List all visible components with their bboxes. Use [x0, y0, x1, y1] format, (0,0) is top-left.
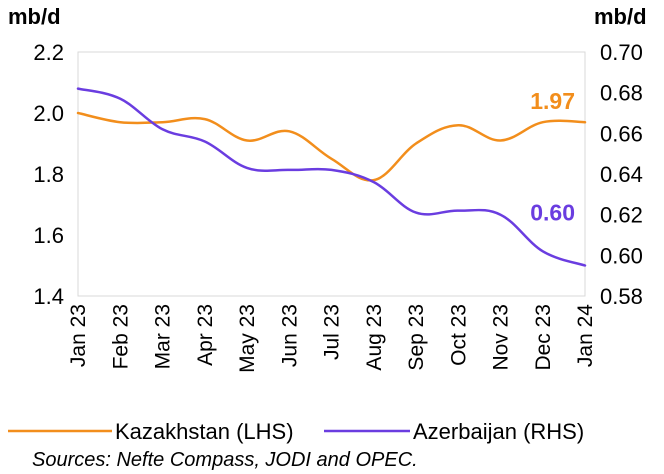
- left-tick-label: 1.4: [33, 284, 64, 309]
- left-axis-unit: mb/d: [8, 4, 61, 29]
- x-tick-label: Jul 23: [321, 304, 344, 360]
- x-tick-label: Feb 23: [109, 304, 132, 369]
- x-tick-label: Dec 23: [532, 304, 555, 371]
- x-tick-label: Jan 24: [574, 304, 597, 367]
- legend-label-azerbaijan: Azerbaijan (RHS): [413, 419, 584, 444]
- x-tick-label: Oct 23: [447, 304, 470, 366]
- x-tick-label: Sep 23: [405, 304, 428, 371]
- x-tick-label: May 23: [236, 304, 259, 373]
- right-tick-label: 0.70: [600, 40, 643, 65]
- x-tick-label: Jun 23: [278, 304, 301, 367]
- right-tick-label: 0.60: [600, 243, 643, 268]
- right-tick-label: 0.64: [600, 162, 643, 187]
- left-tick-label: 1.6: [33, 223, 64, 248]
- left-tick-label: 2.0: [33, 101, 64, 126]
- right-tick-label: 0.66: [600, 121, 643, 146]
- right-axis-unit: mb/d: [594, 4, 647, 29]
- x-tick-label: Apr 23: [194, 304, 217, 366]
- x-tick-label: Mar 23: [152, 304, 175, 369]
- series-line-azerbaijan: [76, 87, 587, 267]
- right-tick-label: 0.62: [600, 203, 643, 228]
- end-value-label-azerbaijan: 0.60: [530, 200, 575, 226]
- x-tick-label: Nov 23: [490, 304, 513, 371]
- end-value-label-kazakhstan: 1.97: [530, 88, 575, 114]
- legend-label-kazakhstan: Kazakhstan (LHS): [115, 419, 294, 444]
- right-tick-label: 0.68: [600, 81, 643, 106]
- source-note: Sources: Nefte Compass, JODI and OPEC.: [32, 449, 418, 471]
- plot-area: [77, 51, 586, 297]
- right-tick-label: 0.58: [600, 284, 643, 309]
- left-tick-label: 2.2: [33, 40, 64, 65]
- x-tick-label: Jan 23: [67, 304, 90, 367]
- left-tick-label: 1.8: [33, 162, 64, 187]
- series-line-kazakhstan: [76, 111, 587, 182]
- x-tick-label: Aug 23: [363, 304, 386, 371]
